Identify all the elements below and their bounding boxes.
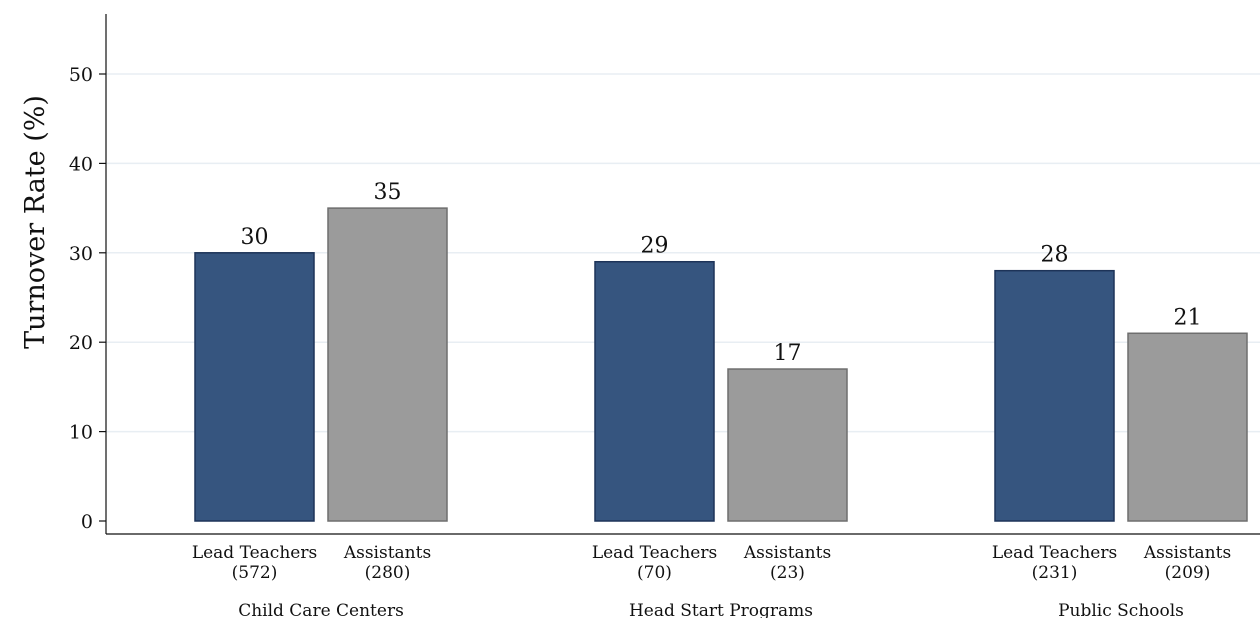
sample-size-label: (572): [232, 563, 278, 583]
bar-lead-teachers: [194, 252, 315, 522]
group-label: Head Start Programs: [629, 601, 813, 618]
y-tick-label: 20: [69, 332, 93, 354]
y-tick-label: 50: [69, 64, 93, 86]
sample-size-label: (231): [1032, 563, 1078, 583]
category-label: Assistants: [343, 543, 431, 563]
bar-value-label: 35: [374, 180, 402, 205]
y-tick-label: 40: [69, 153, 93, 175]
y-axis-title: Turnover Rate (%): [20, 95, 51, 349]
sample-size-label: (280): [365, 563, 411, 583]
category-label: Lead Teachers: [592, 543, 717, 563]
group-label: Child Care Centers: [238, 601, 404, 618]
bar-assistants: [727, 368, 848, 522]
sample-size-label: (209): [1165, 563, 1211, 583]
bar-value-label: 21: [1174, 305, 1202, 330]
bar-lead-teachers: [994, 269, 1115, 522]
sample-size-label: (23): [770, 563, 805, 583]
bar-value-label: 30: [241, 225, 269, 250]
bar-value-label: 28: [1041, 243, 1069, 268]
category-label: Lead Teachers: [992, 543, 1117, 563]
bar-value-label: 17: [774, 341, 802, 366]
group-label: Public Schools: [1058, 601, 1184, 618]
bar-assistants: [327, 207, 448, 522]
category-label: Assistants: [1143, 543, 1231, 563]
bar-lead-teachers: [594, 260, 715, 522]
y-tick-label: 10: [69, 422, 93, 444]
bar-value-label: 29: [641, 234, 669, 259]
y-tick-label: 30: [69, 243, 93, 265]
bar-assistants: [1127, 332, 1248, 522]
sample-size-label: (70): [637, 563, 672, 583]
category-label: Assistants: [743, 543, 831, 563]
y-tick-label: 0: [81, 511, 93, 533]
axes: 0 10 20 30 40 50: [69, 14, 1260, 535]
category-label: Lead Teachers: [192, 543, 317, 563]
bars: [194, 207, 1248, 522]
